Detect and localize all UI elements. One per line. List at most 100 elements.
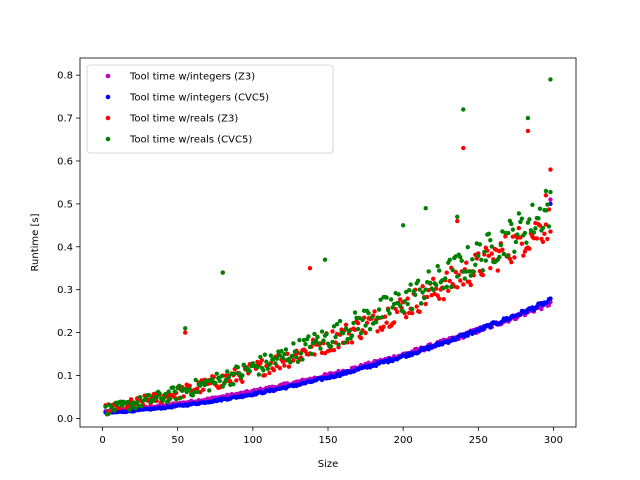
x-tick-label: 250	[469, 435, 488, 446]
data-point	[431, 276, 436, 281]
data-point	[444, 284, 449, 290]
data-point	[403, 314, 409, 320]
data-point	[258, 354, 263, 360]
data-point	[405, 296, 410, 301]
data-point	[455, 285, 460, 290]
data-point	[282, 363, 287, 368]
data-point	[388, 297, 394, 302]
data-point	[548, 197, 553, 202]
data-point	[268, 353, 274, 358]
data-point	[125, 399, 131, 405]
data-point	[444, 270, 449, 275]
data-point	[240, 373, 245, 378]
data-point	[468, 282, 473, 288]
data-point	[277, 365, 283, 371]
data-point	[264, 359, 269, 364]
data-point	[540, 225, 546, 231]
data-point	[423, 205, 428, 211]
data-point	[157, 391, 162, 396]
data-point	[467, 269, 472, 274]
data-point	[343, 326, 349, 331]
data-point	[443, 276, 448, 281]
data-point	[352, 310, 358, 315]
data-point	[262, 372, 268, 378]
data-point	[193, 377, 198, 383]
data-point	[231, 382, 236, 387]
x-tick-label: 50	[171, 435, 184, 446]
data-point	[455, 274, 460, 279]
data-point	[373, 319, 379, 325]
data-point	[146, 393, 152, 398]
data-point	[376, 307, 382, 312]
data-point	[394, 309, 400, 315]
data-point	[537, 223, 543, 228]
legend-marker	[105, 115, 111, 121]
data-point	[286, 356, 292, 362]
data-point	[497, 254, 502, 260]
data-point	[548, 189, 553, 195]
data-point	[116, 406, 122, 411]
data-point	[513, 239, 519, 245]
data-point	[402, 299, 407, 304]
data-point	[166, 389, 171, 394]
data-point	[137, 394, 143, 400]
data-point	[543, 188, 549, 194]
data-point	[489, 244, 495, 249]
y-tick-label: 0.8	[57, 71, 73, 82]
data-point	[531, 230, 537, 235]
y-axis-ticks: 0.0 0.1 0.2 0.3 0.4 0.5 0.6 0.7 0.8	[57, 71, 80, 425]
data-point	[163, 391, 168, 397]
data-point	[261, 368, 266, 373]
data-point	[187, 383, 192, 389]
data-point	[539, 306, 544, 312]
data-point	[306, 334, 311, 339]
data-point	[336, 342, 341, 347]
data-point	[527, 246, 532, 251]
data-point	[309, 351, 314, 357]
data-point	[300, 357, 305, 362]
data-point	[431, 287, 436, 293]
data-point	[223, 377, 228, 383]
data-point	[483, 258, 489, 263]
x-tick-label: 150	[318, 435, 337, 446]
data-point	[504, 253, 510, 259]
data-point	[322, 257, 328, 262]
data-point	[516, 225, 522, 231]
data-point	[119, 403, 125, 408]
data-point	[372, 309, 377, 314]
data-point	[310, 340, 316, 346]
data-point	[247, 369, 253, 374]
data-point	[545, 202, 550, 207]
legend-label: Tool time w/integers (Z3)	[129, 72, 255, 83]
y-tick-label: 0.6	[57, 156, 73, 167]
data-point	[548, 296, 553, 301]
data-point	[255, 365, 260, 370]
data-point	[528, 228, 534, 233]
data-point	[507, 256, 513, 262]
data-point	[461, 107, 466, 112]
data-point	[346, 328, 352, 334]
data-point	[298, 350, 304, 356]
data-point	[112, 408, 117, 413]
data-point	[522, 230, 528, 236]
data-point	[525, 115, 531, 121]
data-point	[360, 317, 365, 323]
y-tick-label: 0.7	[57, 114, 73, 125]
data-point	[363, 330, 368, 336]
data-point	[337, 318, 343, 324]
data-point	[349, 340, 355, 345]
data-point	[543, 208, 549, 213]
data-point	[515, 232, 520, 237]
data-point	[480, 272, 486, 278]
data-point	[355, 326, 361, 332]
data-point	[527, 217, 532, 222]
data-point	[417, 287, 422, 292]
data-point	[428, 280, 433, 285]
data-point	[213, 380, 218, 386]
data-point	[400, 223, 406, 228]
data-point	[222, 381, 227, 386]
data-point	[519, 241, 525, 246]
data-point	[437, 268, 442, 273]
data-point	[384, 295, 389, 300]
legend-label: Tool time w/reals (CVC5)	[129, 135, 252, 146]
